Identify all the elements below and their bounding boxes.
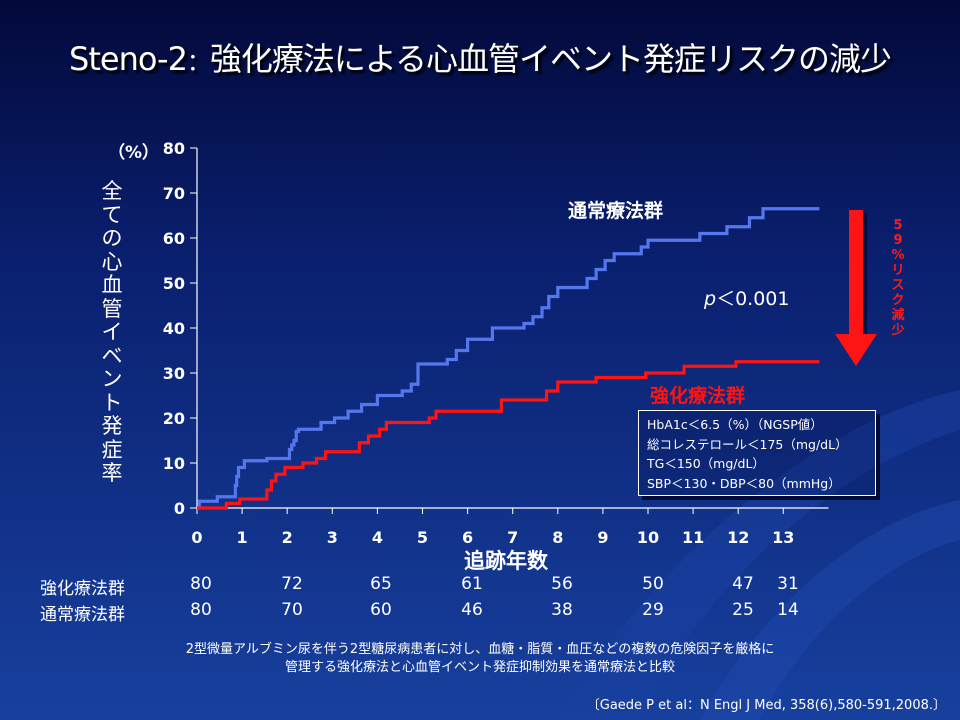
- at-risk-standard-count: 60: [370, 600, 392, 620]
- citation: 〔Gaede P et al：N Engl J Med, 358(6),580-…: [586, 698, 946, 713]
- risk-reduction-char: 少: [891, 323, 905, 338]
- at-risk-intensive-count: 80: [190, 574, 212, 594]
- y-tick-label: 50: [163, 274, 185, 293]
- intensive-group-curve: [197, 360, 820, 510]
- y-tick-label: 40: [163, 319, 185, 338]
- x-tick-label: 5: [417, 528, 428, 547]
- risk-reduction-char: 減: [891, 308, 905, 323]
- at-risk-standard-count: 29: [642, 600, 664, 620]
- x-tick-label: 11: [682, 528, 704, 547]
- x-tick-label: 3: [327, 528, 338, 547]
- risk-reduction-char: ス: [891, 278, 905, 293]
- y-axis-label-char: ベ: [101, 343, 123, 368]
- risk-reduction-char: 5: [893, 218, 903, 233]
- p-value-symbol: p: [704, 288, 717, 310]
- x-tick-label: 13: [772, 528, 794, 547]
- risk-reduction-char: %: [891, 248, 905, 263]
- p-value: p＜0.001: [704, 284, 789, 311]
- at-risk-standard-count: 46: [461, 600, 483, 620]
- x-tick-label: 7: [507, 528, 518, 547]
- y-axis-label-char: の: [101, 226, 123, 250]
- risk-reduction-label: 5 9% リスク減少: [887, 218, 909, 338]
- y-tick-label: 0: [174, 499, 185, 518]
- legend-intensive-group: 強化療法群: [650, 385, 746, 407]
- title-separator: ：: [186, 48, 211, 76]
- x-axis-label: 追跡年数: [464, 549, 548, 573]
- at-risk-standard-count: 70: [281, 600, 303, 620]
- at-risk-standard-count: 80: [190, 600, 212, 620]
- y-axis-label-char: イ: [101, 320, 123, 344]
- at-risk-intensive-count: 72: [281, 574, 303, 594]
- risk-arrow-shaft: [849, 210, 863, 335]
- at-risk-standard-count: 25: [732, 600, 754, 620]
- at-risk-intensive-count: 50: [642, 574, 664, 594]
- risk-reduction-char: 9: [893, 233, 903, 248]
- y-axis-label-char: て: [101, 202, 123, 227]
- legend-standard-group: 通常療法群: [568, 200, 664, 222]
- at-risk-label-intensive: 強化療法群: [40, 579, 125, 599]
- at-risk-intensive-count: 47: [732, 574, 754, 594]
- at-risk-intensive-count: 56: [551, 574, 573, 594]
- y-axis-label-char: ン: [101, 367, 123, 391]
- y-axis-label-char: 症: [101, 437, 123, 462]
- y-tick-label: 30: [163, 364, 185, 383]
- page-title: Steno-2：強化療法による心血管イベント発症リスクの減少: [0, 34, 960, 80]
- y-axis-label: 全ての心血管イベント発症率: [98, 179, 126, 486]
- risk-reduction-char: リ: [891, 263, 905, 278]
- at-risk-standard-count: 14: [777, 600, 799, 620]
- y-axis-label-char: ト: [101, 390, 123, 415]
- caption-line-1: 2型微量アルブミン尿を伴う2型糖尿病患者に対し、血糖・脂質・血圧などの複数の危険…: [185, 642, 775, 657]
- target-tg: TG＜150（mg/dL）: [647, 456, 765, 471]
- y-tick-label: 10: [163, 454, 185, 473]
- p-value-number: ＜0.001: [716, 288, 790, 310]
- y-axis-label-char: 血: [101, 273, 123, 297]
- x-tick-label: 2: [282, 528, 293, 547]
- treatment-targets-box: HbA1c＜6.5（%）（NGSP値） 総コレステロール＜175（mg/dL） …: [638, 410, 876, 496]
- at-risk-intensive-count: 61: [461, 574, 483, 594]
- x-tick-label: 0: [191, 528, 202, 547]
- x-tick-label: 9: [597, 528, 608, 547]
- x-tick-label: 10: [637, 528, 659, 547]
- at-risk-standard-count: 38: [551, 600, 573, 620]
- target-bp: SBP＜130・DBP＜80（mmHg）: [647, 475, 841, 491]
- y-tick-label: 70: [163, 184, 185, 203]
- risk-reduction-char: ク: [891, 293, 905, 308]
- x-tick-label: 4: [372, 528, 383, 547]
- y-axis-label-char: 管: [101, 296, 123, 321]
- x-tick-label: 6: [462, 528, 473, 547]
- title-prefix: Steno-2: [69, 40, 188, 78]
- x-tick-label: 1: [237, 528, 248, 547]
- at-risk-label-standard: 通常療法群: [40, 605, 125, 625]
- title-text: 強化療法による心血管イベント発症リスクの減少: [209, 40, 892, 78]
- risk-arrow-head: [835, 334, 877, 366]
- y-tick-label: 80: [163, 139, 185, 158]
- y-axis-label-char: 心: [101, 249, 123, 274]
- y-axis-label-char: 率: [101, 461, 123, 485]
- x-tick-label: 8: [552, 528, 563, 547]
- standard-group-curve: [197, 207, 820, 510]
- y-tick-label: 60: [163, 229, 185, 248]
- y-axis-unit: （%）: [108, 143, 160, 163]
- at-risk-intensive-count: 65: [370, 574, 392, 594]
- target-cholesterol: 総コレステロール＜175（mg/dL）: [647, 436, 848, 452]
- target-hba1c: HbA1c＜6.5（%）（NGSP値）: [647, 417, 823, 432]
- y-axis-label-char: 発: [101, 414, 123, 438]
- y-axis-label-char: 全: [101, 179, 123, 203]
- y-tick-label: 20: [163, 409, 185, 428]
- x-tick-label: 12: [727, 528, 749, 547]
- at-risk-intensive-count: 31: [777, 574, 799, 594]
- caption-line-2: 管理する強化療法と心血管イベント発症抑制効果を通常療法と比較: [284, 660, 675, 675]
